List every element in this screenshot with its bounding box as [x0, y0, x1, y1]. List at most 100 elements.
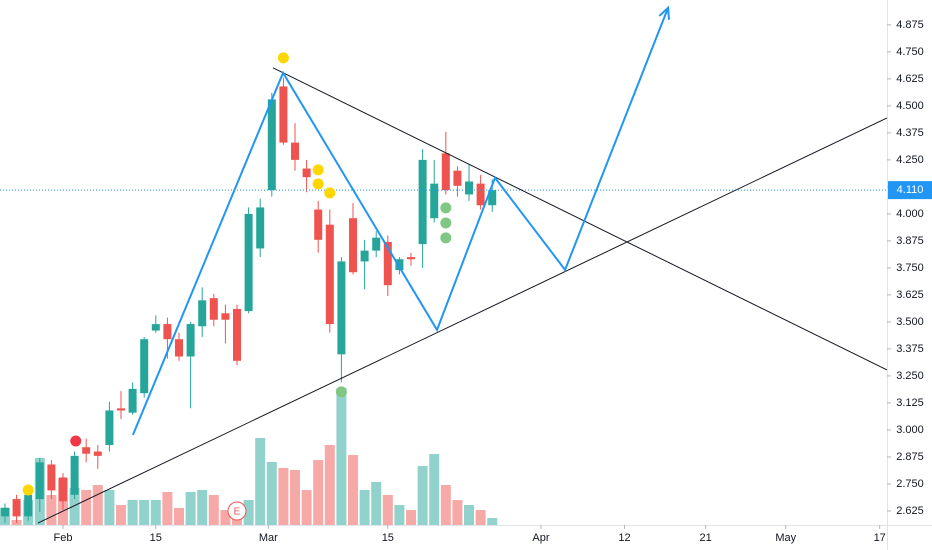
candle-body — [151, 324, 160, 331]
signal-dot — [335, 386, 347, 398]
candle-body — [233, 308, 242, 361]
volume-bar — [81, 490, 92, 525]
signal-dot — [70, 435, 82, 447]
volume-bar — [243, 500, 254, 525]
volume-bar — [359, 490, 370, 525]
volume-bar — [266, 462, 277, 525]
earnings-label: E — [234, 507, 241, 518]
candle-body — [383, 241, 392, 286]
x-tick-label: 12 — [618, 532, 630, 544]
signal-dot — [312, 178, 324, 190]
volume-bar — [301, 490, 312, 525]
candle-body — [186, 324, 195, 357]
x-tick-label: 15 — [382, 532, 394, 544]
volume-bar — [127, 500, 138, 525]
y-tick-label: 4.375 — [896, 127, 924, 139]
candle-body — [70, 455, 79, 495]
volume-bar — [487, 518, 498, 525]
volume-bar — [69, 488, 80, 525]
candle-body — [12, 499, 21, 517]
volume-bar — [115, 505, 126, 525]
volume-bar — [371, 482, 382, 525]
y-tick-label: 2.875 — [896, 451, 924, 463]
candle-body — [291, 142, 300, 160]
y-tick-label: 3.500 — [896, 316, 924, 328]
candle-body — [279, 86, 288, 143]
candle-body — [372, 237, 381, 251]
y-tick-label: 4.750 — [896, 46, 924, 58]
candle-body — [24, 494, 33, 517]
trend-line — [272, 67, 887, 371]
volume-bar — [394, 505, 405, 525]
x-tick-label: 21 — [700, 532, 712, 544]
volume-bar — [324, 445, 335, 525]
y-tick-label: 2.625 — [896, 505, 924, 517]
volume-bar — [382, 495, 393, 525]
volume-bar — [220, 510, 231, 525]
y-tick-label: 4.250 — [896, 154, 924, 166]
candle-body — [441, 153, 450, 191]
zigzag-line — [132, 7, 670, 436]
signal-dot — [22, 484, 34, 496]
candle-body — [465, 181, 474, 195]
volume-bar — [46, 495, 57, 525]
volume-bar — [348, 455, 359, 525]
candle-body — [476, 183, 485, 206]
x-tick-label: Mar — [259, 532, 278, 544]
candle-body — [175, 339, 184, 357]
volume-bar — [162, 492, 173, 525]
candle-body — [325, 224, 334, 325]
candle-body — [82, 447, 91, 454]
signal-dot — [440, 232, 452, 244]
volume-bar — [197, 490, 208, 525]
earnings-marker — [227, 501, 247, 521]
volume-bar — [150, 500, 161, 525]
volume-bar — [185, 492, 196, 525]
last-price-label: 4.110 — [897, 184, 924, 196]
volume-bar — [255, 438, 266, 525]
signal-dot — [277, 52, 289, 64]
volume-bar — [429, 454, 440, 525]
candle-body — [314, 209, 323, 240]
volume-bar — [174, 508, 185, 525]
volume-bar — [104, 490, 115, 525]
candle-body — [93, 451, 102, 456]
x-tick-label: May — [775, 532, 796, 544]
candle-body — [453, 170, 462, 186]
candle-body — [47, 464, 56, 491]
y-tick-label: 4.875 — [896, 19, 924, 31]
x-tick-label: Feb — [54, 532, 73, 544]
candle-body — [221, 313, 230, 320]
y-tick-label: 4.000 — [896, 208, 924, 220]
volume-bar — [452, 500, 463, 525]
y-tick-label: 3.250 — [896, 370, 924, 382]
candle-body — [244, 213, 253, 312]
axis-layer: 2.625 2.750 2.875 3.000 3.125 3.250 3.375 3.500… — [54, 19, 932, 544]
volume-bar — [417, 466, 428, 525]
candle-body — [418, 159, 427, 245]
candle-body — [105, 410, 114, 446]
candle-body — [349, 218, 358, 273]
y-tick-label: 3.375 — [896, 343, 924, 355]
signal-dot — [324, 187, 336, 199]
candle-body — [0, 507, 9, 517]
candle-layer — [0, 77, 497, 523]
volume-bar — [475, 510, 486, 525]
y-tick-label: 4.625 — [896, 73, 924, 85]
y-tick-label: 3.625 — [896, 289, 924, 301]
signal-dot — [440, 217, 452, 229]
volume-bar — [440, 485, 451, 525]
drawing-layer: E — [0, 5, 887, 524]
x-tick-label: 17 — [874, 532, 886, 544]
candle-body — [163, 324, 172, 340]
y-tick-label: 3.875 — [896, 235, 924, 247]
candle-body — [488, 190, 497, 206]
volume-bar — [208, 495, 219, 525]
candle-body — [407, 257, 416, 260]
arrow-head — [658, 5, 670, 20]
volume-bar — [92, 485, 103, 525]
candle-body — [337, 261, 346, 355]
candle-body — [58, 477, 67, 502]
y-tick-label: 3.000 — [896, 424, 924, 436]
